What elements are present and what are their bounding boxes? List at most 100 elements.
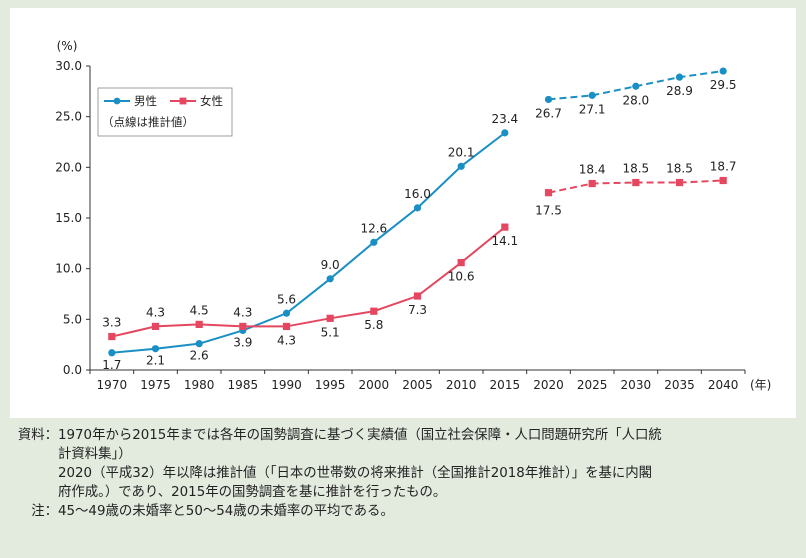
- data-label: 27.1: [579, 102, 606, 116]
- legend-note: （点線は推計値）: [102, 115, 194, 129]
- data-label: 5.6: [277, 292, 296, 306]
- data-label: 3.3: [102, 316, 121, 330]
- legend-swatch-marker: [179, 97, 187, 105]
- footnote-head: 注：: [31, 504, 58, 519]
- data-point: [282, 322, 291, 331]
- x-tick-label: 1980: [184, 378, 215, 392]
- x-unit-label: (年): [750, 378, 771, 392]
- y-tick-label: 0.0: [63, 363, 82, 377]
- series-line-actual-1: [111, 226, 506, 338]
- data-point: [195, 340, 203, 348]
- data-point-projected: [719, 67, 727, 75]
- series-line-actual-0: [111, 132, 506, 354]
- x-tick-label: 2010: [446, 378, 477, 392]
- data-point: [282, 309, 291, 317]
- data-label: 2.6: [190, 349, 209, 363]
- data-point-projected: [632, 82, 640, 90]
- x-tick-label: 1995: [315, 378, 346, 392]
- data-point: [370, 238, 378, 246]
- data-label: 29.5: [710, 78, 737, 92]
- legend-label: 女性: [200, 94, 223, 108]
- x-tick-label: 1990: [271, 378, 302, 392]
- data-point-projected: [544, 95, 553, 104]
- x-tick-label: 2015: [490, 378, 521, 392]
- data-label: 3.9: [233, 335, 252, 349]
- y-unit-label: (%): [57, 39, 78, 53]
- data-point-projected: [675, 178, 684, 187]
- source-note: 資料： 1970年から2015年までは各年の国勢調査に基づく実績値（国立社会保障…: [0, 426, 806, 502]
- legend-label: 男性: [134, 94, 157, 108]
- data-point-projected: [675, 73, 684, 81]
- data-label: 12.6: [360, 221, 387, 235]
- y-tick-label: 25.0: [55, 110, 82, 124]
- data-point-projected: [544, 189, 553, 197]
- data-label: 4.3: [277, 333, 296, 347]
- line-chart: (%) 0.0 5.0 10.0 15.0 20.0 25.0 30.0 1970 1975 198…: [55, 39, 771, 392]
- legend-swatch-marker: [113, 97, 121, 105]
- x-tick-label: 2000: [359, 378, 390, 392]
- data-point: [457, 162, 465, 170]
- data-point: [370, 307, 378, 315]
- data-point: [108, 332, 116, 341]
- source-note-line: 計資料集」）: [58, 447, 132, 462]
- x-tick-label: 1970: [97, 378, 128, 392]
- data-label: 26.7: [535, 106, 562, 120]
- data-label: 23.4: [491, 112, 518, 126]
- data-label: 9.0: [321, 258, 340, 272]
- x-tick-label: 2030: [621, 378, 652, 392]
- data-point: [501, 129, 509, 137]
- x-tick-label: 2005: [402, 378, 433, 392]
- chart-panel: (%) 0.0 5.0 10.0 15.0 20.0 25.0 30.0 1970 1975 198…: [10, 8, 796, 418]
- data-label: 28.0: [622, 93, 649, 107]
- data-point: [326, 314, 334, 322]
- x-tick-label: 2020: [533, 378, 564, 392]
- chart-notes: 資料： 1970年から2015年までは各年の国勢調査に基づく実績値（国立社会保障…: [0, 426, 806, 521]
- x-tick-label: 1985: [228, 378, 259, 392]
- data-point-projected: [588, 179, 596, 188]
- data-label: 5.8: [364, 318, 383, 332]
- footnote: 注： 45～49歳の未婚率と50～54歳の未婚率の平均である。: [0, 502, 806, 521]
- data-label: 18.5: [666, 162, 693, 176]
- data-point-projected: [719, 176, 727, 185]
- data-label: 4.3: [233, 305, 252, 319]
- x-tick-label: 1975: [140, 378, 171, 392]
- source-note-line: 1970年から2015年までは各年の国勢調査に基づく実績値（国立社会保障・人口問…: [58, 428, 662, 443]
- legend-box: [97, 87, 233, 137]
- y-tick-label: 30.0: [55, 59, 82, 73]
- data-label: 4.5: [190, 303, 209, 317]
- data-point: [239, 322, 247, 331]
- data-point-projected: [588, 91, 596, 99]
- data-label: 17.5: [535, 204, 562, 218]
- data-label: 2.1: [146, 354, 165, 368]
- data-label: 20.1: [448, 145, 475, 159]
- data-point: [151, 322, 160, 331]
- footnote-line: 45～49歳の未婚率と50～54歳の未婚率の平均である。: [58, 504, 394, 519]
- source-note-line: 府作成。）であり、2015年の国勢調査を基に推計を行ったもの。: [58, 485, 447, 500]
- data-point: [501, 223, 509, 231]
- data-point: [457, 258, 465, 267]
- y-tick-label: 5.0: [63, 312, 82, 326]
- x-tick-label: 2035: [664, 378, 695, 392]
- source-note-line: 2020（平成32）年以降は推計値（「日本の世帯数の将来推計（全国推計2018年…: [58, 466, 653, 481]
- data-point: [151, 345, 160, 353]
- data-point-projected: [632, 178, 640, 187]
- source-note-head: 資料：: [17, 428, 58, 443]
- data-point: [195, 320, 203, 328]
- x-tick-label: 2025: [577, 378, 608, 392]
- data-point: [413, 292, 422, 300]
- data-label: 14.1: [491, 234, 518, 248]
- data-label: 18.5: [622, 162, 649, 176]
- data-label: 18.7: [710, 160, 737, 174]
- data-label: 4.3: [146, 305, 165, 319]
- data-label: 28.9: [666, 84, 693, 98]
- data-label: 1.7: [102, 358, 121, 372]
- y-tick-label: 10.0: [55, 262, 82, 276]
- source-note-body: 1970年から2015年までは各年の国勢調査に基づく実績値（国立社会保障・人口問…: [58, 426, 806, 502]
- data-point: [413, 204, 422, 212]
- data-point: [108, 349, 116, 357]
- data-label: 5.1: [321, 325, 340, 339]
- data-label: 18.4: [579, 163, 606, 177]
- data-point: [326, 275, 334, 283]
- y-tick-label: 20.0: [55, 160, 82, 174]
- y-tick-label: 15.0: [55, 211, 82, 225]
